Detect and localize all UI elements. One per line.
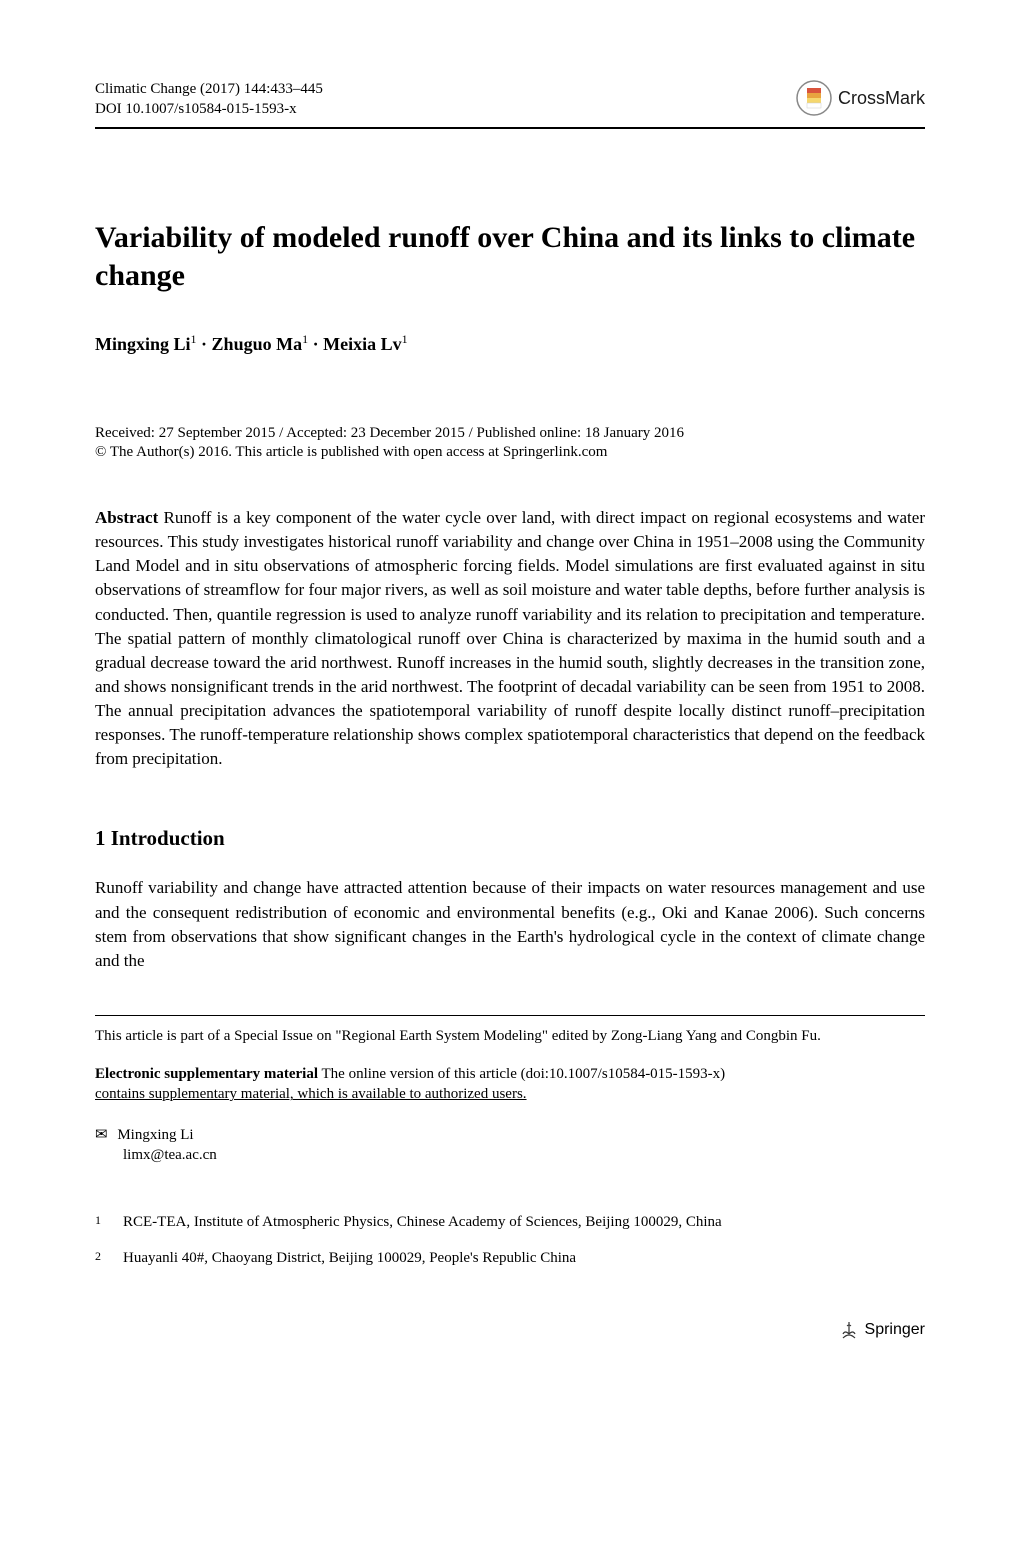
- affiliations-block: 1 RCE-TEA, Institute of Atmospheric Phys…: [95, 1210, 925, 1270]
- footnote-rule-1: [95, 1015, 925, 1016]
- affiliation-1: 1 RCE-TEA, Institute of Atmospheric Phys…: [95, 1210, 925, 1234]
- corresponding-author-name: Mingxing Li: [117, 1127, 193, 1143]
- copyright-line: © The Author(s) 2016. This article is pu…: [95, 444, 925, 461]
- esm-note: Electronic supplementary material The on…: [95, 1064, 925, 1105]
- envelope-icon: ✉: [95, 1127, 108, 1143]
- crossmark-label: CrossMark: [838, 88, 925, 109]
- abstract-label: Abstract: [95, 508, 158, 527]
- author-3: Meixia Lv1: [323, 334, 408, 354]
- affiliation-text: RCE-TEA, Institute of Atmospheric Physic…: [123, 1210, 925, 1234]
- affiliation-number: 1: [95, 1210, 123, 1234]
- affiliation-text: Huayanli 40#, Chaoyang District, Beijing…: [123, 1246, 925, 1270]
- section-heading-intro: 1 Introduction: [95, 826, 925, 851]
- intro-paragraph: Runoff variability and change have attra…: [95, 876, 925, 973]
- crossmark-badge[interactable]: CrossMark: [796, 80, 925, 116]
- esm-underlined: contains supplementary material, which i…: [95, 1086, 527, 1102]
- author-1: Mingxing Li1: [95, 334, 197, 354]
- publisher-label: Springer: [865, 1321, 925, 1339]
- abstract-section: Abstract Runoff is a key component of th…: [95, 506, 925, 771]
- crossmark-icon: [796, 80, 832, 116]
- affiliation-2: 2 Huayanli 40#, Chaoyang District, Beiji…: [95, 1246, 925, 1270]
- corresponding-author-email: limx@tea.ac.cn: [123, 1145, 925, 1165]
- special-issue-note: This article is part of a Special Issue …: [95, 1026, 925, 1046]
- corresponding-author-line: ✉ Mingxing Li: [95, 1125, 925, 1145]
- page-header: Climatic Change (2017) 144:433–445 DOI 1…: [95, 80, 925, 119]
- springer-icon: [839, 1320, 859, 1340]
- esm-text-before: The online version of this article (doi:…: [318, 1066, 725, 1082]
- page-footer: Springer: [95, 1320, 925, 1340]
- article-dates: Received: 27 September 2015 / Accepted: …: [95, 425, 925, 442]
- authors-line: Mingxing Li1 · Zhuguo Ma1 · Meixia Lv1: [95, 332, 925, 355]
- esm-label: Electronic supplementary material: [95, 1066, 318, 1082]
- author-2: Zhuguo Ma1: [212, 334, 309, 354]
- author-sep: ·: [201, 334, 212, 354]
- header-rule: [95, 127, 925, 129]
- abstract-body: Runoff is a key component of the water c…: [95, 508, 925, 768]
- article-title: Variability of modeled runoff over China…: [95, 219, 925, 294]
- journal-citation-block: Climatic Change (2017) 144:433–445 DOI 1…: [95, 80, 323, 119]
- correspondence-block: ✉ Mingxing Li limx@tea.ac.cn: [95, 1125, 925, 1166]
- author-sep: ·: [313, 334, 324, 354]
- journal-citation: Climatic Change (2017) 144:433–445: [95, 80, 323, 100]
- affiliation-number: 2: [95, 1246, 123, 1270]
- doi-line: DOI 10.1007/s10584-015-1593-x: [95, 100, 323, 120]
